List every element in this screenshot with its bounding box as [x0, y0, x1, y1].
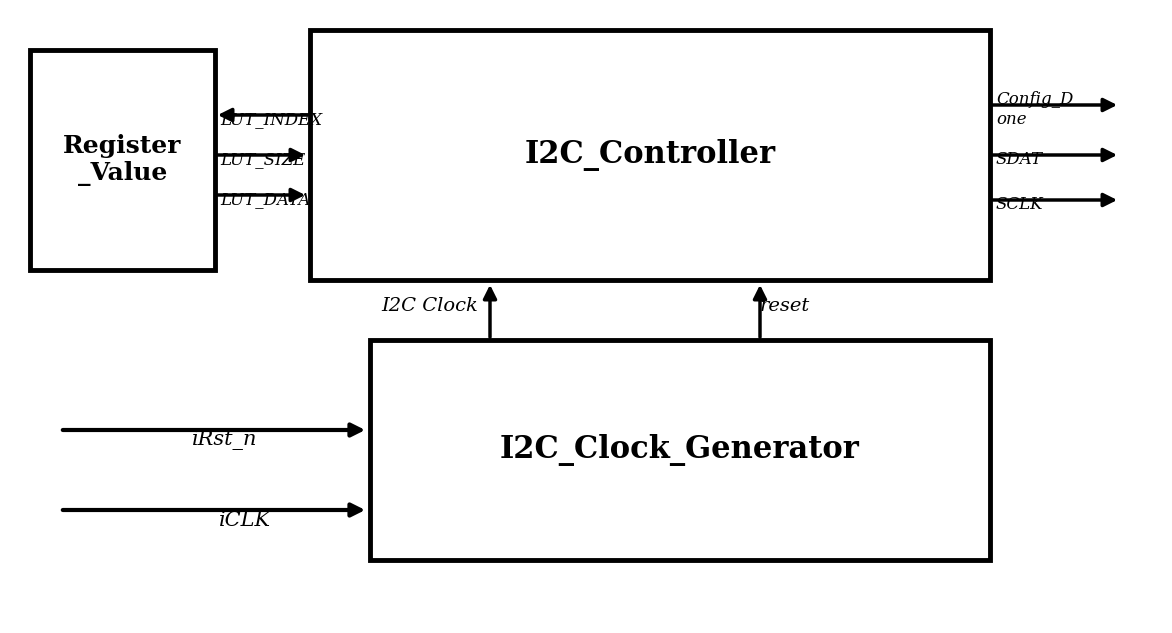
Bar — [370, 340, 990, 560]
Text: Register
_Value: Register _Value — [63, 134, 182, 186]
Bar — [30, 50, 214, 270]
Text: I2C_Controller: I2C_Controller — [524, 139, 776, 171]
Text: I2C Clock: I2C Clock — [382, 297, 478, 315]
Bar — [311, 30, 990, 280]
Text: SDAT: SDAT — [996, 151, 1043, 168]
Text: LUT_SIZE: LUT_SIZE — [220, 151, 305, 168]
Text: I2C_Clock_Generator: I2C_Clock_Generator — [500, 434, 860, 466]
Text: reset: reset — [759, 297, 810, 315]
Text: Config_D
one: Config_D one — [996, 91, 1074, 128]
Text: iCLK: iCLK — [219, 511, 271, 530]
Text: LUT_DATA: LUT_DATA — [220, 191, 311, 208]
Text: SCLK: SCLK — [996, 196, 1043, 213]
Text: iRst_n: iRst_n — [192, 430, 258, 450]
Text: LUT_INDEX: LUT_INDEX — [220, 111, 322, 128]
